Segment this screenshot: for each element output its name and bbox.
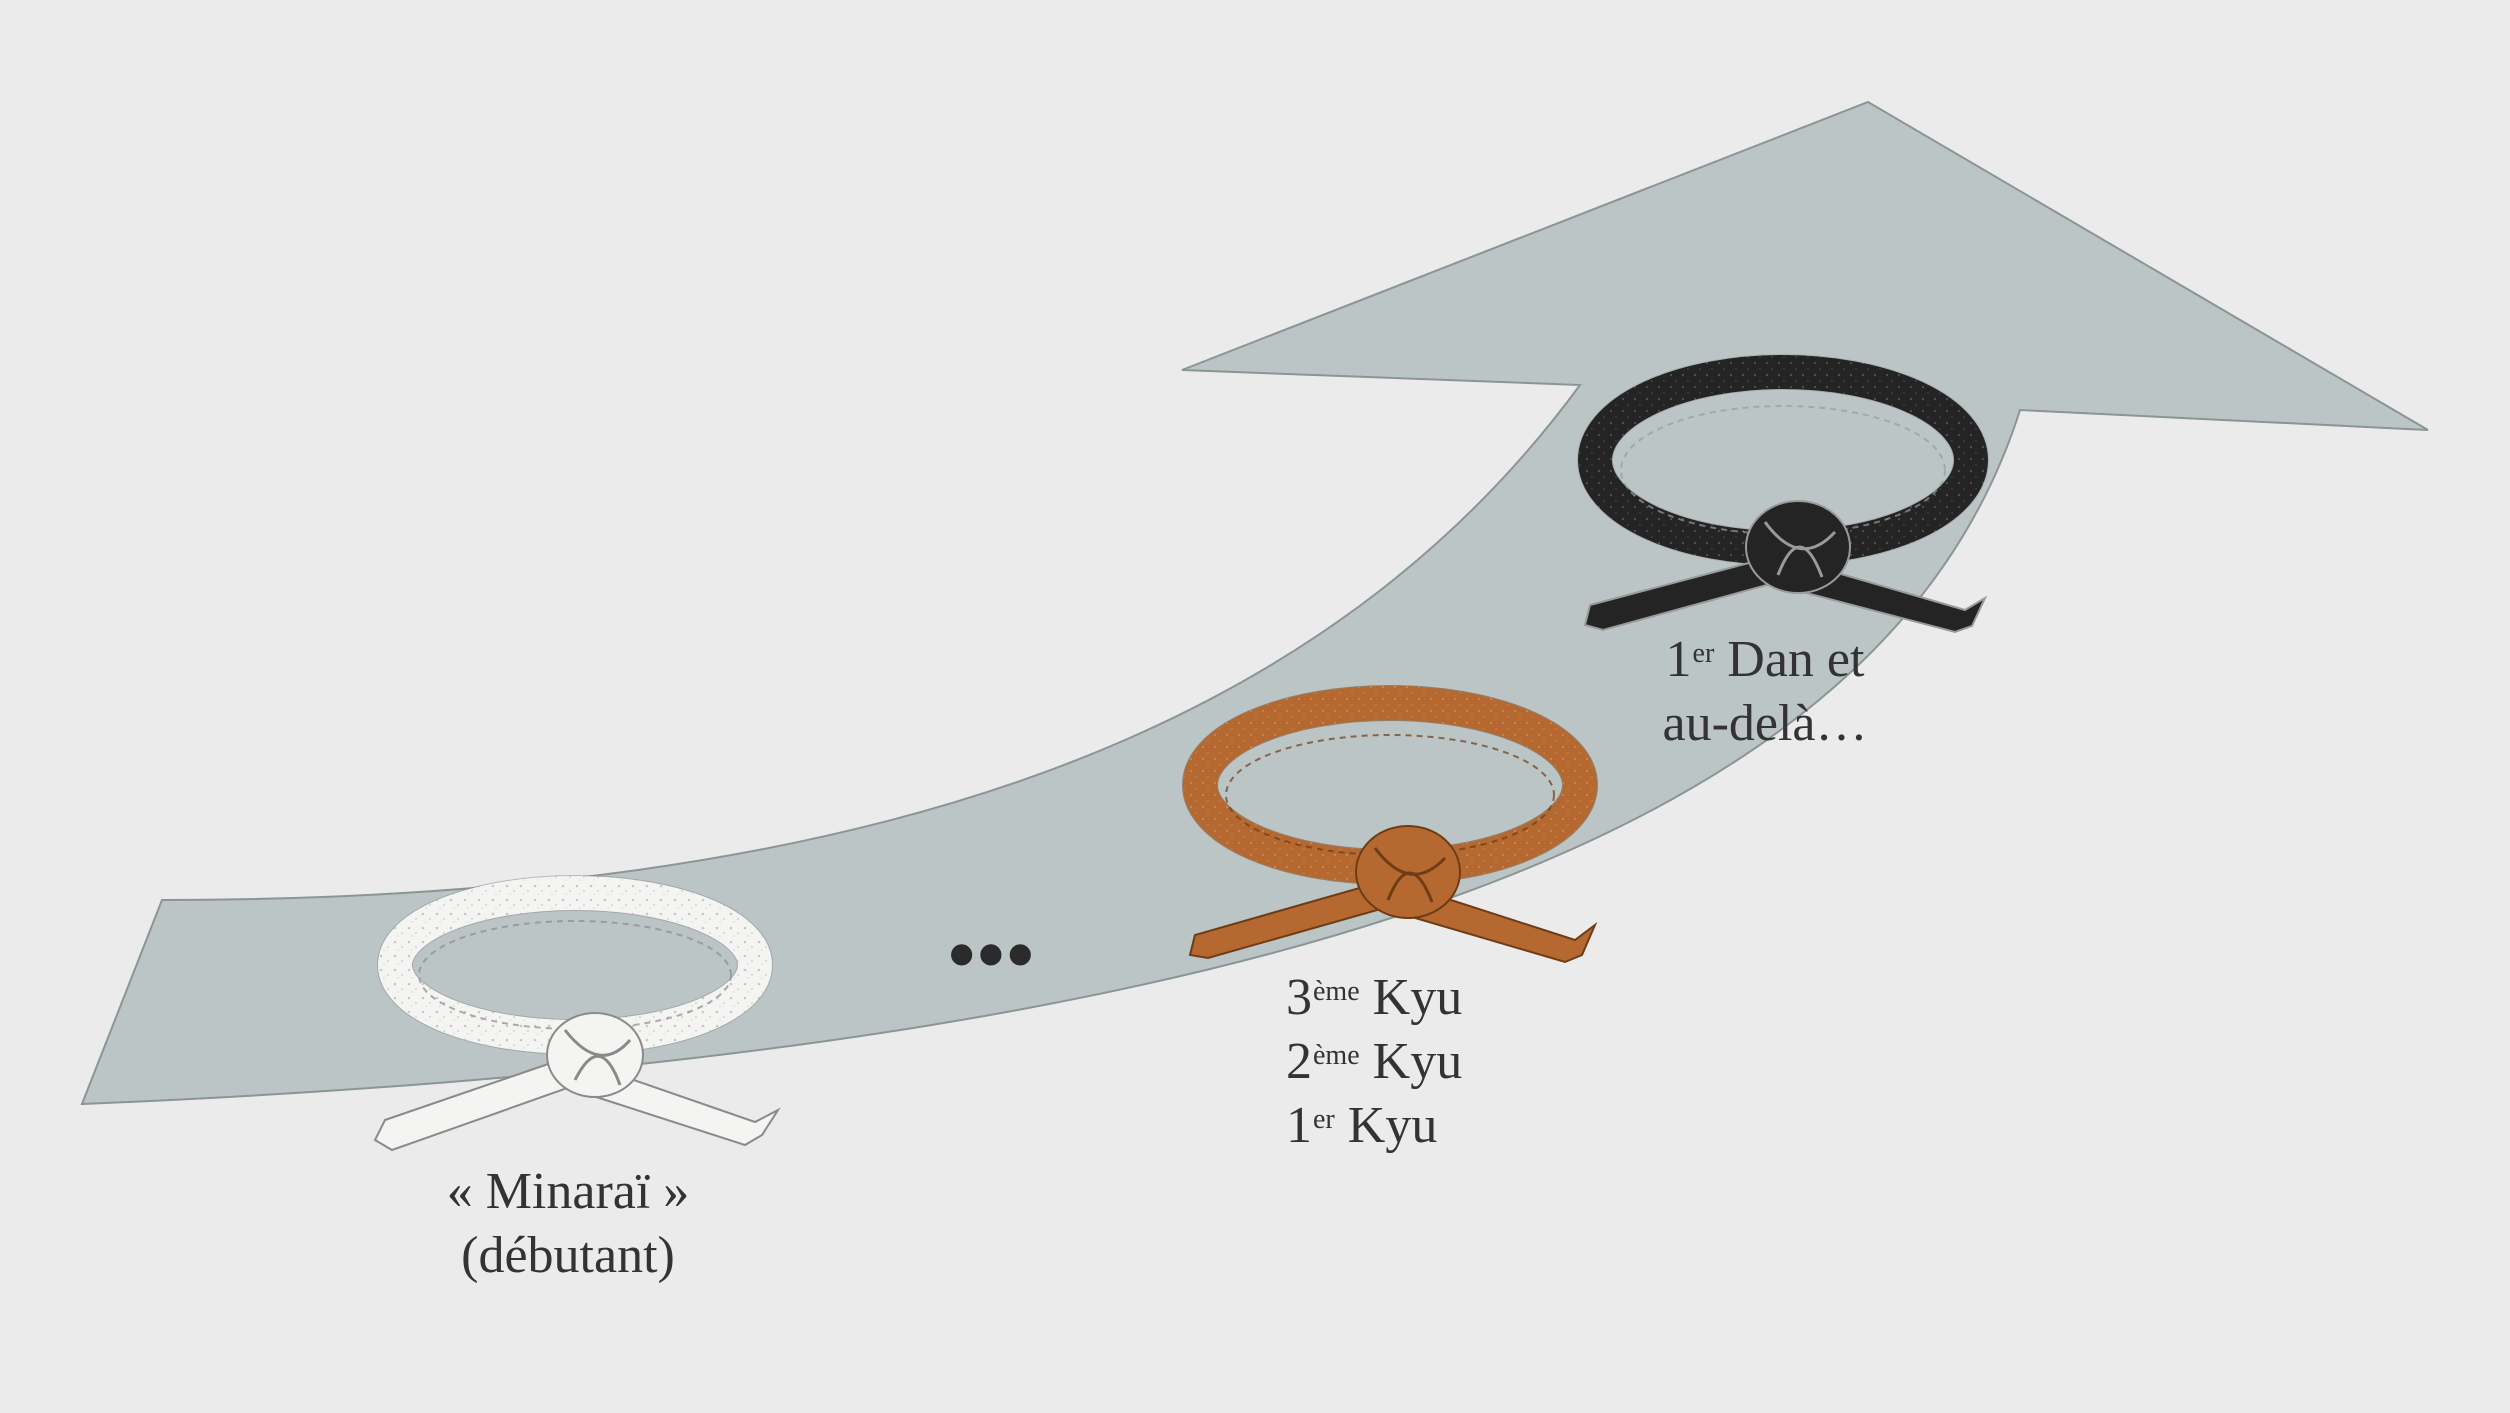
rank-text: « Minaraï » — [446, 1163, 690, 1220]
rank-number: 3 — [1286, 969, 1312, 1026]
rank-text: Dan et — [1714, 631, 1865, 688]
label-line: (débutant) — [338, 1224, 798, 1288]
black-belt-icon — [1577, 354, 1989, 634]
label-line: « Minaraï » — [338, 1160, 798, 1224]
rank-ordinal: ème — [1313, 1040, 1360, 1071]
rank-text: Kyu — [1334, 1097, 1438, 1154]
rank-ordinal: ème — [1313, 976, 1360, 1007]
rank-number: 1 — [1286, 1097, 1312, 1154]
rank-ordinal: er — [1692, 638, 1715, 669]
white-belt-icon — [373, 875, 781, 1152]
label-line: au-delà… — [1640, 692, 1890, 756]
rank-text: (débutant) — [461, 1227, 675, 1284]
progression-arrow — [80, 100, 2429, 1106]
label-line: 1er Dan et — [1640, 628, 1890, 692]
label-line: 1er Kyu — [1286, 1094, 1462, 1158]
rank-number: 1 — [1665, 631, 1692, 688]
white-belt-label: « Minaraï » (débutant) — [338, 1160, 798, 1288]
rank-text: au-delà… — [1662, 695, 1868, 752]
ellipsis-dots: ••• — [948, 911, 1036, 998]
rank-text: Kyu — [1359, 969, 1463, 1026]
brown-belt-label: 3ème Kyu 2ème Kyu 1er Kyu — [1286, 966, 1462, 1158]
black-belt-label: 1er Dan et au-delà… — [1640, 628, 1890, 756]
rank-text: Kyu — [1359, 1033, 1463, 1090]
label-line: 3ème Kyu — [1286, 966, 1462, 1030]
brown-belt-icon — [1182, 685, 1598, 964]
rank-ordinal: er — [1313, 1104, 1335, 1135]
rank-number: 2 — [1286, 1033, 1312, 1090]
label-line: 2ème Kyu — [1286, 1030, 1462, 1094]
